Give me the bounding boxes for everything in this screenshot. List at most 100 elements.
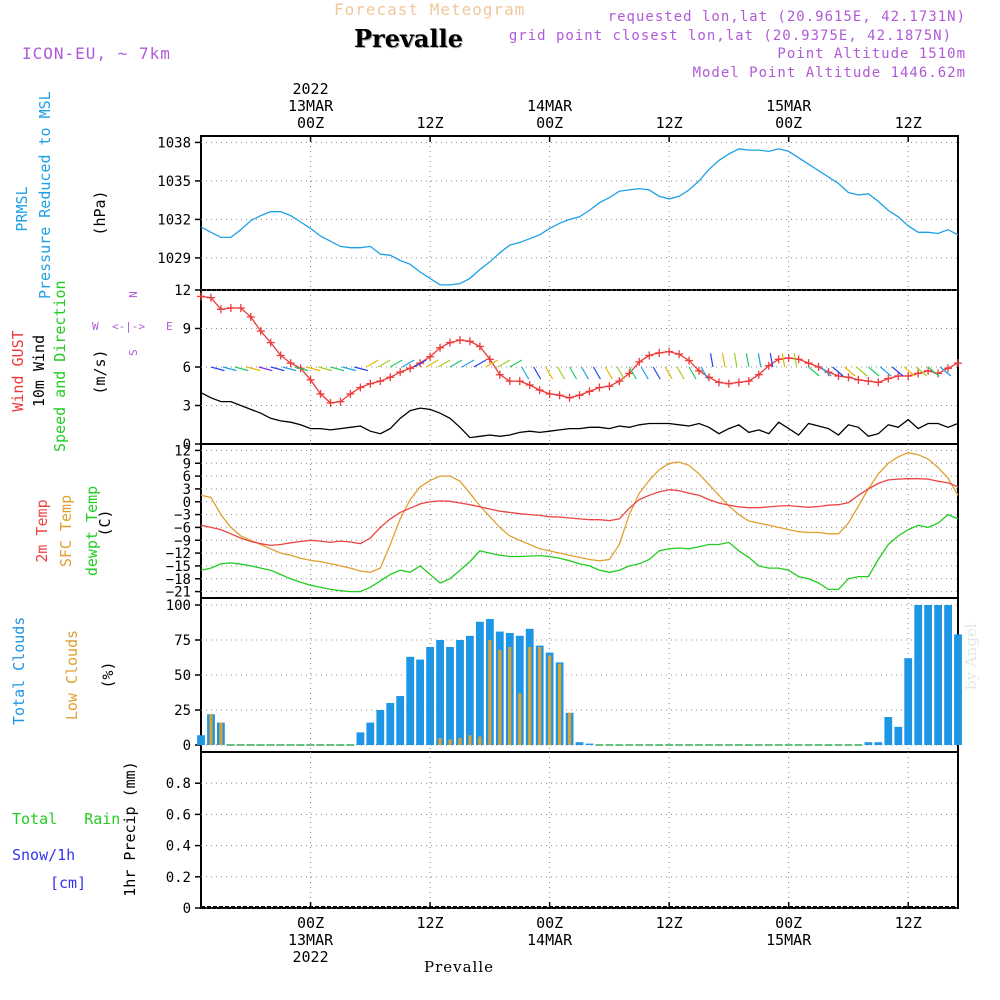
ytick-label: 1038 — [157, 135, 191, 151]
wind-arrow — [709, 353, 714, 368]
total-cloud-bar — [874, 742, 883, 745]
low-cloud-bar — [468, 735, 472, 745]
wind-arrow — [377, 359, 391, 368]
wind-arrow — [604, 366, 613, 380]
total-cloud-bar — [406, 656, 415, 745]
time-label-top: 14MAR — [527, 97, 573, 115]
total-cloud-bar — [197, 735, 205, 745]
wind-arrow — [793, 353, 798, 368]
snow-cm-label: [cm] — [50, 874, 87, 892]
low-cloud-bar — [568, 712, 572, 745]
sfc-temp-line — [200, 451, 959, 573]
time-label-top: 12Z — [895, 114, 922, 132]
wind-arrow — [844, 366, 856, 377]
low-cloud-bar — [548, 655, 552, 745]
wind-arrow — [461, 359, 475, 368]
total-text: Total — [12, 810, 58, 828]
wind-arrow — [628, 366, 637, 380]
ytick-label: −15 — [166, 559, 191, 575]
time-label-bottom: 15MAR — [766, 931, 812, 949]
requested-coords: requested lon,lat (20.9615E, 42.1731N) — [607, 9, 966, 25]
point-altitude: Point Altitude 1510m — [777, 46, 966, 62]
wind-arrow — [557, 366, 566, 380]
low-cloud-bar — [478, 736, 482, 745]
wind-arrow — [757, 353, 762, 368]
ytick-label: −21 — [166, 585, 191, 601]
ytick-label: 12 — [174, 443, 191, 459]
wind-arrow — [294, 366, 309, 372]
wind-arrow — [832, 366, 844, 377]
time-label-top: 13MAR — [288, 97, 334, 115]
wind-arrow — [366, 359, 379, 368]
low-cloud-bar — [448, 739, 452, 745]
total-cloud-bar — [356, 732, 365, 745]
time-label-bottom: 2022 — [293, 948, 329, 966]
wind-arrow — [485, 359, 499, 368]
wind-arrow — [545, 366, 554, 380]
total-cloud-bar — [575, 742, 584, 745]
ytick-label: 9 — [183, 322, 191, 338]
time-label-top: 12Z — [656, 114, 683, 132]
ytick-label: 6 — [183, 360, 191, 376]
total-cloud-bar — [894, 726, 903, 745]
total-cloud-bar — [914, 605, 923, 745]
wind-arrow — [509, 359, 523, 368]
low-cloud-bar — [528, 647, 532, 745]
wind-arrow — [401, 359, 415, 368]
time-label-bottom: 13MAR — [288, 931, 334, 949]
panel-frame-5 — [200, 751, 959, 909]
time-label-bottom: 14MAR — [527, 931, 573, 949]
pressure-line — [200, 148, 959, 286]
wind-arrow — [449, 359, 463, 368]
ytick-label: −18 — [166, 572, 191, 588]
total-cloud-bar — [944, 605, 952, 745]
time-label-top: 2022 — [293, 80, 329, 98]
rain-text: Rain — [84, 810, 121, 828]
panel-frame-3 — [200, 443, 959, 599]
wind-arrow — [879, 366, 892, 377]
ytick-label: 100 — [166, 598, 191, 614]
total-cloud-bar — [476, 621, 484, 745]
wind-arrow — [473, 359, 487, 368]
total-cloud-bar — [884, 717, 893, 745]
wind-arrow — [664, 366, 673, 380]
wind-arrow — [389, 359, 403, 368]
total-cloud-bar — [924, 605, 932, 745]
ytick-label: 0 — [183, 495, 191, 511]
total-cloud-bar — [904, 658, 913, 745]
ytick-label: 3 — [183, 482, 191, 498]
ytick-label: 1032 — [157, 212, 191, 228]
wind-arrow — [521, 366, 530, 380]
ytick-label: 0.8 — [166, 776, 191, 792]
wind-arrow — [354, 366, 369, 372]
time-label-bottom: 00Z — [536, 914, 563, 932]
wind-arrow — [270, 366, 285, 372]
wind-arrow — [745, 353, 750, 368]
dewpt-line — [200, 513, 959, 593]
total-cloud-bar — [376, 710, 385, 745]
time-label-bottom: 12Z — [656, 914, 683, 932]
wind-arrow — [676, 366, 685, 380]
wind-arrow — [425, 359, 439, 368]
wind-arrow — [569, 366, 578, 380]
ytick-label: 0 — [183, 437, 191, 453]
wind-arrow — [939, 366, 952, 377]
total-cloud-bar — [436, 640, 444, 745]
total-cloud-bar — [456, 640, 464, 745]
wind-arrow — [234, 366, 249, 372]
grid-point-coords: grid point closest lon,lat (20.9375E, 42… — [508, 28, 952, 44]
low-cloud-bar — [508, 647, 512, 745]
wind-arrow — [258, 366, 273, 372]
gust-line — [200, 295, 959, 404]
low-cloud-bar — [498, 649, 502, 745]
total-cloud-bar — [396, 696, 405, 745]
wind-arrow — [903, 366, 916, 377]
low-cloud-bar — [219, 722, 223, 745]
time-label-bottom: 12Z — [895, 914, 922, 932]
wind-arrow — [330, 366, 345, 372]
wind-arrow — [640, 366, 649, 380]
ytick-label: 9 — [183, 456, 191, 472]
low-cloud-bar — [438, 738, 442, 745]
ytick-label: 3 — [183, 399, 191, 415]
